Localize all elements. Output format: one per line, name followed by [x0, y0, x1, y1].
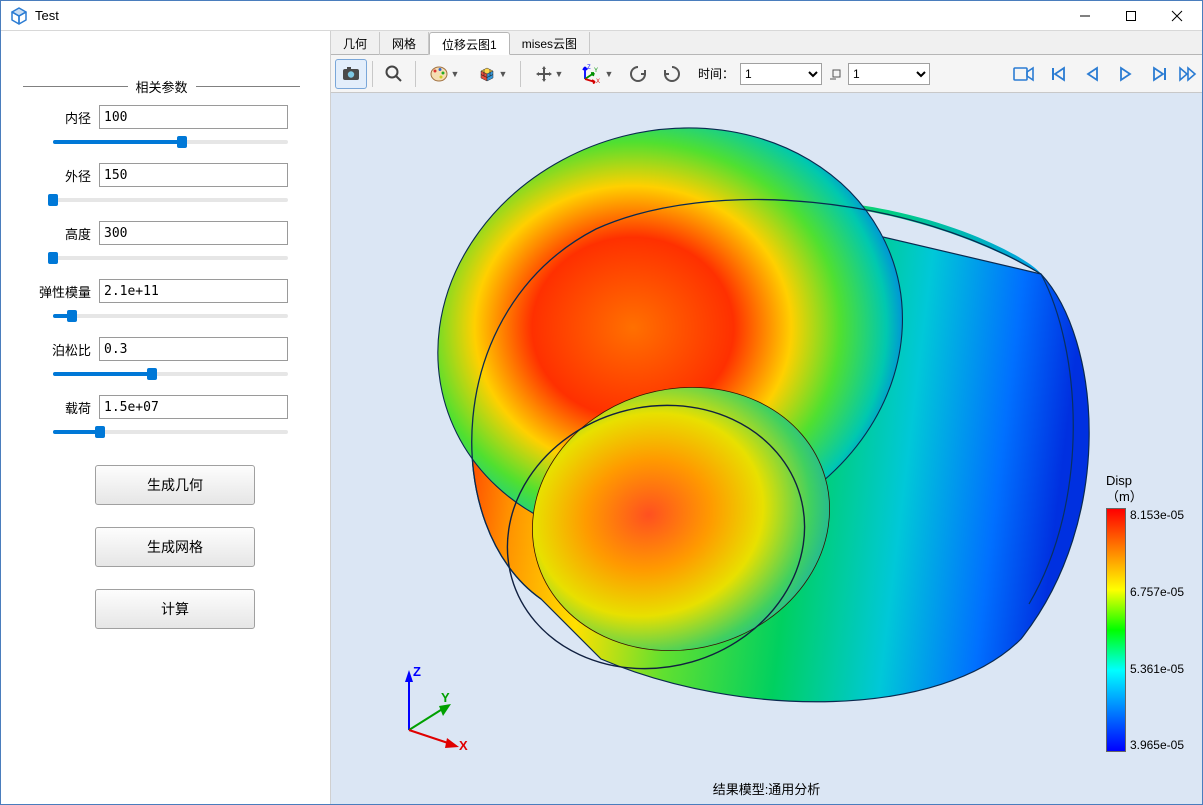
skip-end-button[interactable] [1144, 59, 1176, 89]
param-label: 弹性模量 [35, 282, 99, 301]
param-input[interactable] [99, 163, 288, 187]
view-toolbar: ▼ ▼ ▼ [331, 55, 1202, 93]
param-groupbox: 相关参数 内径外径高度弹性模量泊松比载荷 生成几何 生成网格 计算 [23, 67, 300, 641]
move-view-button[interactable]: ▼ [526, 59, 572, 89]
skip-start-button[interactable] [1042, 59, 1074, 89]
generate-geometry-button[interactable]: 生成几何 [95, 465, 255, 505]
param-label: 内径 [35, 108, 99, 127]
rotate-ccw-button[interactable] [622, 59, 654, 89]
param-row: 弹性模量 [35, 279, 288, 303]
cylinder-contour-plot [381, 99, 1121, 739]
svg-text:X: X [459, 738, 468, 750]
cube-dropdown[interactable]: ▼ [469, 59, 515, 89]
minimize-button[interactable] [1062, 1, 1108, 31]
param-row: 内径 [35, 105, 288, 129]
param-input[interactable] [99, 221, 288, 245]
view-tab[interactable]: mises云图 [510, 32, 590, 55]
step-back-button[interactable] [1076, 59, 1108, 89]
view-panel: 几何网格位移云图1mises云图 ▼ [331, 31, 1202, 804]
axis-triad: Z Y X [389, 660, 479, 750]
app-icon [9, 6, 29, 26]
maximize-button[interactable] [1108, 1, 1154, 31]
param-label: 载荷 [35, 398, 99, 417]
sidebar-parameters: 相关参数 内径外径高度弹性模量泊松比载荷 生成几何 生成网格 计算 [1, 31, 331, 804]
time-select-b[interactable]: 1 [848, 63, 930, 85]
svg-text:Z: Z [587, 65, 591, 71]
param-input[interactable] [99, 337, 288, 361]
generate-mesh-button[interactable]: 生成网格 [95, 527, 255, 567]
param-slider[interactable] [53, 309, 288, 323]
zoom-button[interactable] [378, 59, 410, 89]
palette-dropdown[interactable]: ▼ [421, 59, 467, 89]
result-model-caption: 结果模型:通用分析 [331, 779, 1202, 798]
param-label: 泊松比 [35, 340, 99, 359]
legend-tick: 6.757e-05 [1130, 585, 1184, 599]
orientation-dropdown[interactable]: Z Y X ▼ [574, 59, 620, 89]
compute-button[interactable]: 计算 [95, 589, 255, 629]
time-select-a[interactable]: 1 [740, 63, 822, 85]
color-legend: Disp （m） 8.153e-05 6.757e-05 5.361e-05 3.96… [1106, 473, 1184, 752]
fast-forward-icon[interactable] [1178, 59, 1198, 89]
legend-title-2: （m） [1106, 489, 1184, 505]
param-slider[interactable] [53, 251, 288, 265]
svg-text:Y: Y [594, 68, 598, 74]
param-label: 外径 [35, 166, 99, 185]
param-row: 外径 [35, 163, 288, 187]
param-input[interactable] [99, 105, 288, 129]
legend-tick: 5.361e-05 [1130, 662, 1184, 676]
legend-tick: 8.153e-05 [1130, 508, 1184, 522]
legend-title-1: Disp [1106, 473, 1184, 489]
title-bar: Test [1, 1, 1202, 31]
param-slider[interactable] [53, 135, 288, 149]
view-tab[interactable]: 位移云图1 [429, 32, 510, 55]
param-input[interactable] [99, 279, 288, 303]
window-title: Test [35, 8, 59, 23]
param-slider[interactable] [53, 193, 288, 207]
record-button[interactable] [1008, 59, 1040, 89]
svg-text:X: X [596, 79, 600, 84]
close-button[interactable] [1154, 1, 1200, 31]
legend-ticks: 8.153e-05 6.757e-05 5.361e-05 3.965e-05 [1130, 508, 1184, 752]
param-slider[interactable] [53, 425, 288, 439]
legend-color-bar [1106, 508, 1126, 752]
view-tab[interactable]: 网格 [380, 32, 429, 55]
svg-text:Z: Z [413, 664, 421, 679]
time-step-button[interactable] [824, 59, 846, 89]
rotate-cw-button[interactable] [656, 59, 688, 89]
view-tabs: 几何网格位移云图1mises云图 [331, 31, 1202, 55]
render-canvas[interactable]: Z Y X Disp （m） 8.153e-056.757e-055. [331, 93, 1202, 804]
param-slider[interactable] [53, 367, 288, 381]
group-title: 相关参数 [136, 77, 188, 96]
time-label: 时间： [698, 65, 734, 82]
screenshot-button[interactable] [335, 59, 367, 89]
legend-tick: 3.965e-05 [1130, 738, 1184, 752]
param-label: 高度 [35, 224, 99, 243]
param-row: 载荷 [35, 395, 288, 419]
param-row: 高度 [35, 221, 288, 245]
view-tab[interactable]: 几何 [331, 32, 380, 55]
play-button[interactable] [1110, 59, 1142, 89]
param-row: 泊松比 [35, 337, 288, 361]
param-input[interactable] [99, 395, 288, 419]
svg-text:Y: Y [441, 690, 450, 705]
